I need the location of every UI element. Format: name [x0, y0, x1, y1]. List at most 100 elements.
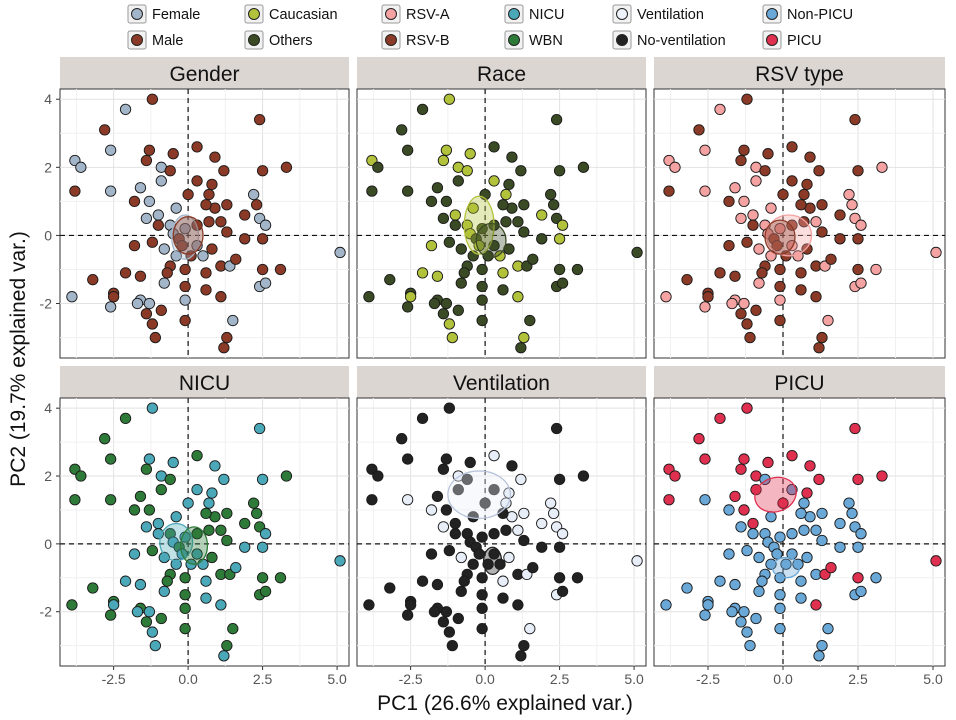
point-rsv-b [735, 154, 747, 167]
point-female [179, 222, 191, 235]
point-wbn [66, 599, 78, 611]
point-non-picu [843, 497, 855, 509]
point-others [482, 250, 494, 262]
point-no-ventilation [372, 470, 384, 482]
point-wbn [248, 497, 260, 509]
point-others [476, 314, 488, 327]
point-rsv-a [753, 243, 765, 255]
point-rsv-b [741, 93, 753, 105]
point-rsv-a [699, 144, 711, 156]
point-ventilation [503, 551, 515, 564]
point-no-ventilation [476, 589, 488, 601]
point-non-picu [795, 507, 807, 519]
point-others [440, 297, 453, 310]
point-male [146, 236, 159, 248]
point-male [256, 263, 269, 276]
point-male [206, 178, 218, 190]
y-tick-label: 2 [44, 159, 52, 175]
point-non-picu [810, 524, 822, 536]
point-picu [930, 555, 942, 567]
point-female [143, 297, 156, 310]
x-tick-label: 0.0 [178, 671, 198, 687]
point-caucasian [464, 148, 476, 160]
point-others [527, 253, 539, 265]
point-others [503, 178, 515, 190]
point-wbn [155, 483, 167, 496]
legend: Female Male Caucasian Others RSV-A RSV-B NICU W… [127, 4, 853, 50]
point-others [518, 226, 530, 238]
point-non-picu [795, 575, 807, 587]
point-no-ventilation [518, 639, 530, 652]
panel-title: PICU [774, 372, 824, 395]
point-wbn [104, 453, 117, 465]
point-no-ventilation [425, 548, 438, 560]
point-picu [729, 490, 741, 503]
point-male [164, 165, 176, 177]
point-female [104, 185, 117, 197]
point-female [170, 250, 182, 262]
point-rsv-b [795, 284, 807, 296]
ellipse-rsv-a [765, 214, 813, 257]
x-tick-label: 2.5 [848, 671, 868, 687]
point-rsv-b [741, 236, 753, 248]
point-nicu [170, 511, 182, 523]
point-male [239, 233, 251, 245]
points [66, 93, 346, 354]
point-rsv-a [774, 222, 786, 235]
point-no-ventilation [488, 483, 500, 496]
point-rsv-a [714, 103, 726, 116]
point-picu [714, 412, 726, 425]
y-tick-label: 4 [44, 91, 52, 107]
point-caucasian [416, 267, 429, 279]
point-non-picu [735, 616, 747, 628]
point-non-picu [660, 599, 672, 611]
point-rsv-a [855, 277, 867, 289]
ellipse-wbn [180, 526, 209, 565]
point-male [179, 280, 191, 293]
gridlines [60, 89, 349, 358]
point-male [253, 113, 266, 126]
legend-item-male: Male [127, 30, 183, 50]
point-wbn [128, 504, 141, 516]
point-female [134, 182, 147, 194]
point-rsv-b [762, 148, 774, 160]
point-rsv-b [750, 304, 762, 316]
legend-item-rsv-a: RSV-A [381, 4, 450, 24]
point-male [146, 93, 159, 105]
point-caucasian [500, 188, 512, 201]
gridlines [60, 398, 349, 666]
point-male [107, 291, 120, 303]
point-rsv-a [765, 202, 777, 214]
point-no-ventilation [515, 650, 527, 662]
point-caucasian [553, 233, 566, 245]
point-rsv-a [699, 301, 711, 313]
point-male [140, 308, 153, 320]
point-rsv-b [834, 233, 846, 245]
legend-label-ventilation: Ventilation [637, 7, 704, 23]
point-female [140, 212, 153, 225]
point-rsv-b [795, 267, 807, 279]
panel-strip [357, 366, 646, 398]
point-nicu [239, 541, 251, 553]
point-non-picu [699, 609, 711, 621]
point-wbn [200, 507, 212, 519]
point-wbn [87, 582, 99, 594]
y-tick-label: 0 [44, 227, 52, 243]
point-others [401, 185, 414, 197]
point-rsv-b [756, 267, 768, 279]
point-no-ventilation [464, 456, 476, 469]
point-no-ventilation [437, 616, 450, 628]
legend-key-female [131, 8, 143, 20]
point-picu [738, 504, 750, 516]
point-others [416, 103, 429, 116]
point-male [176, 239, 188, 252]
point-rsv-a [810, 216, 822, 228]
point-picu [735, 463, 747, 475]
legend-label-others: Others [269, 33, 313, 49]
point-male [87, 274, 99, 286]
point-ventilation [401, 494, 414, 506]
point-nicu [200, 575, 212, 587]
point-rsv-b [714, 267, 726, 279]
point-rsv-a [726, 297, 738, 310]
point-rsv-b [798, 188, 810, 201]
